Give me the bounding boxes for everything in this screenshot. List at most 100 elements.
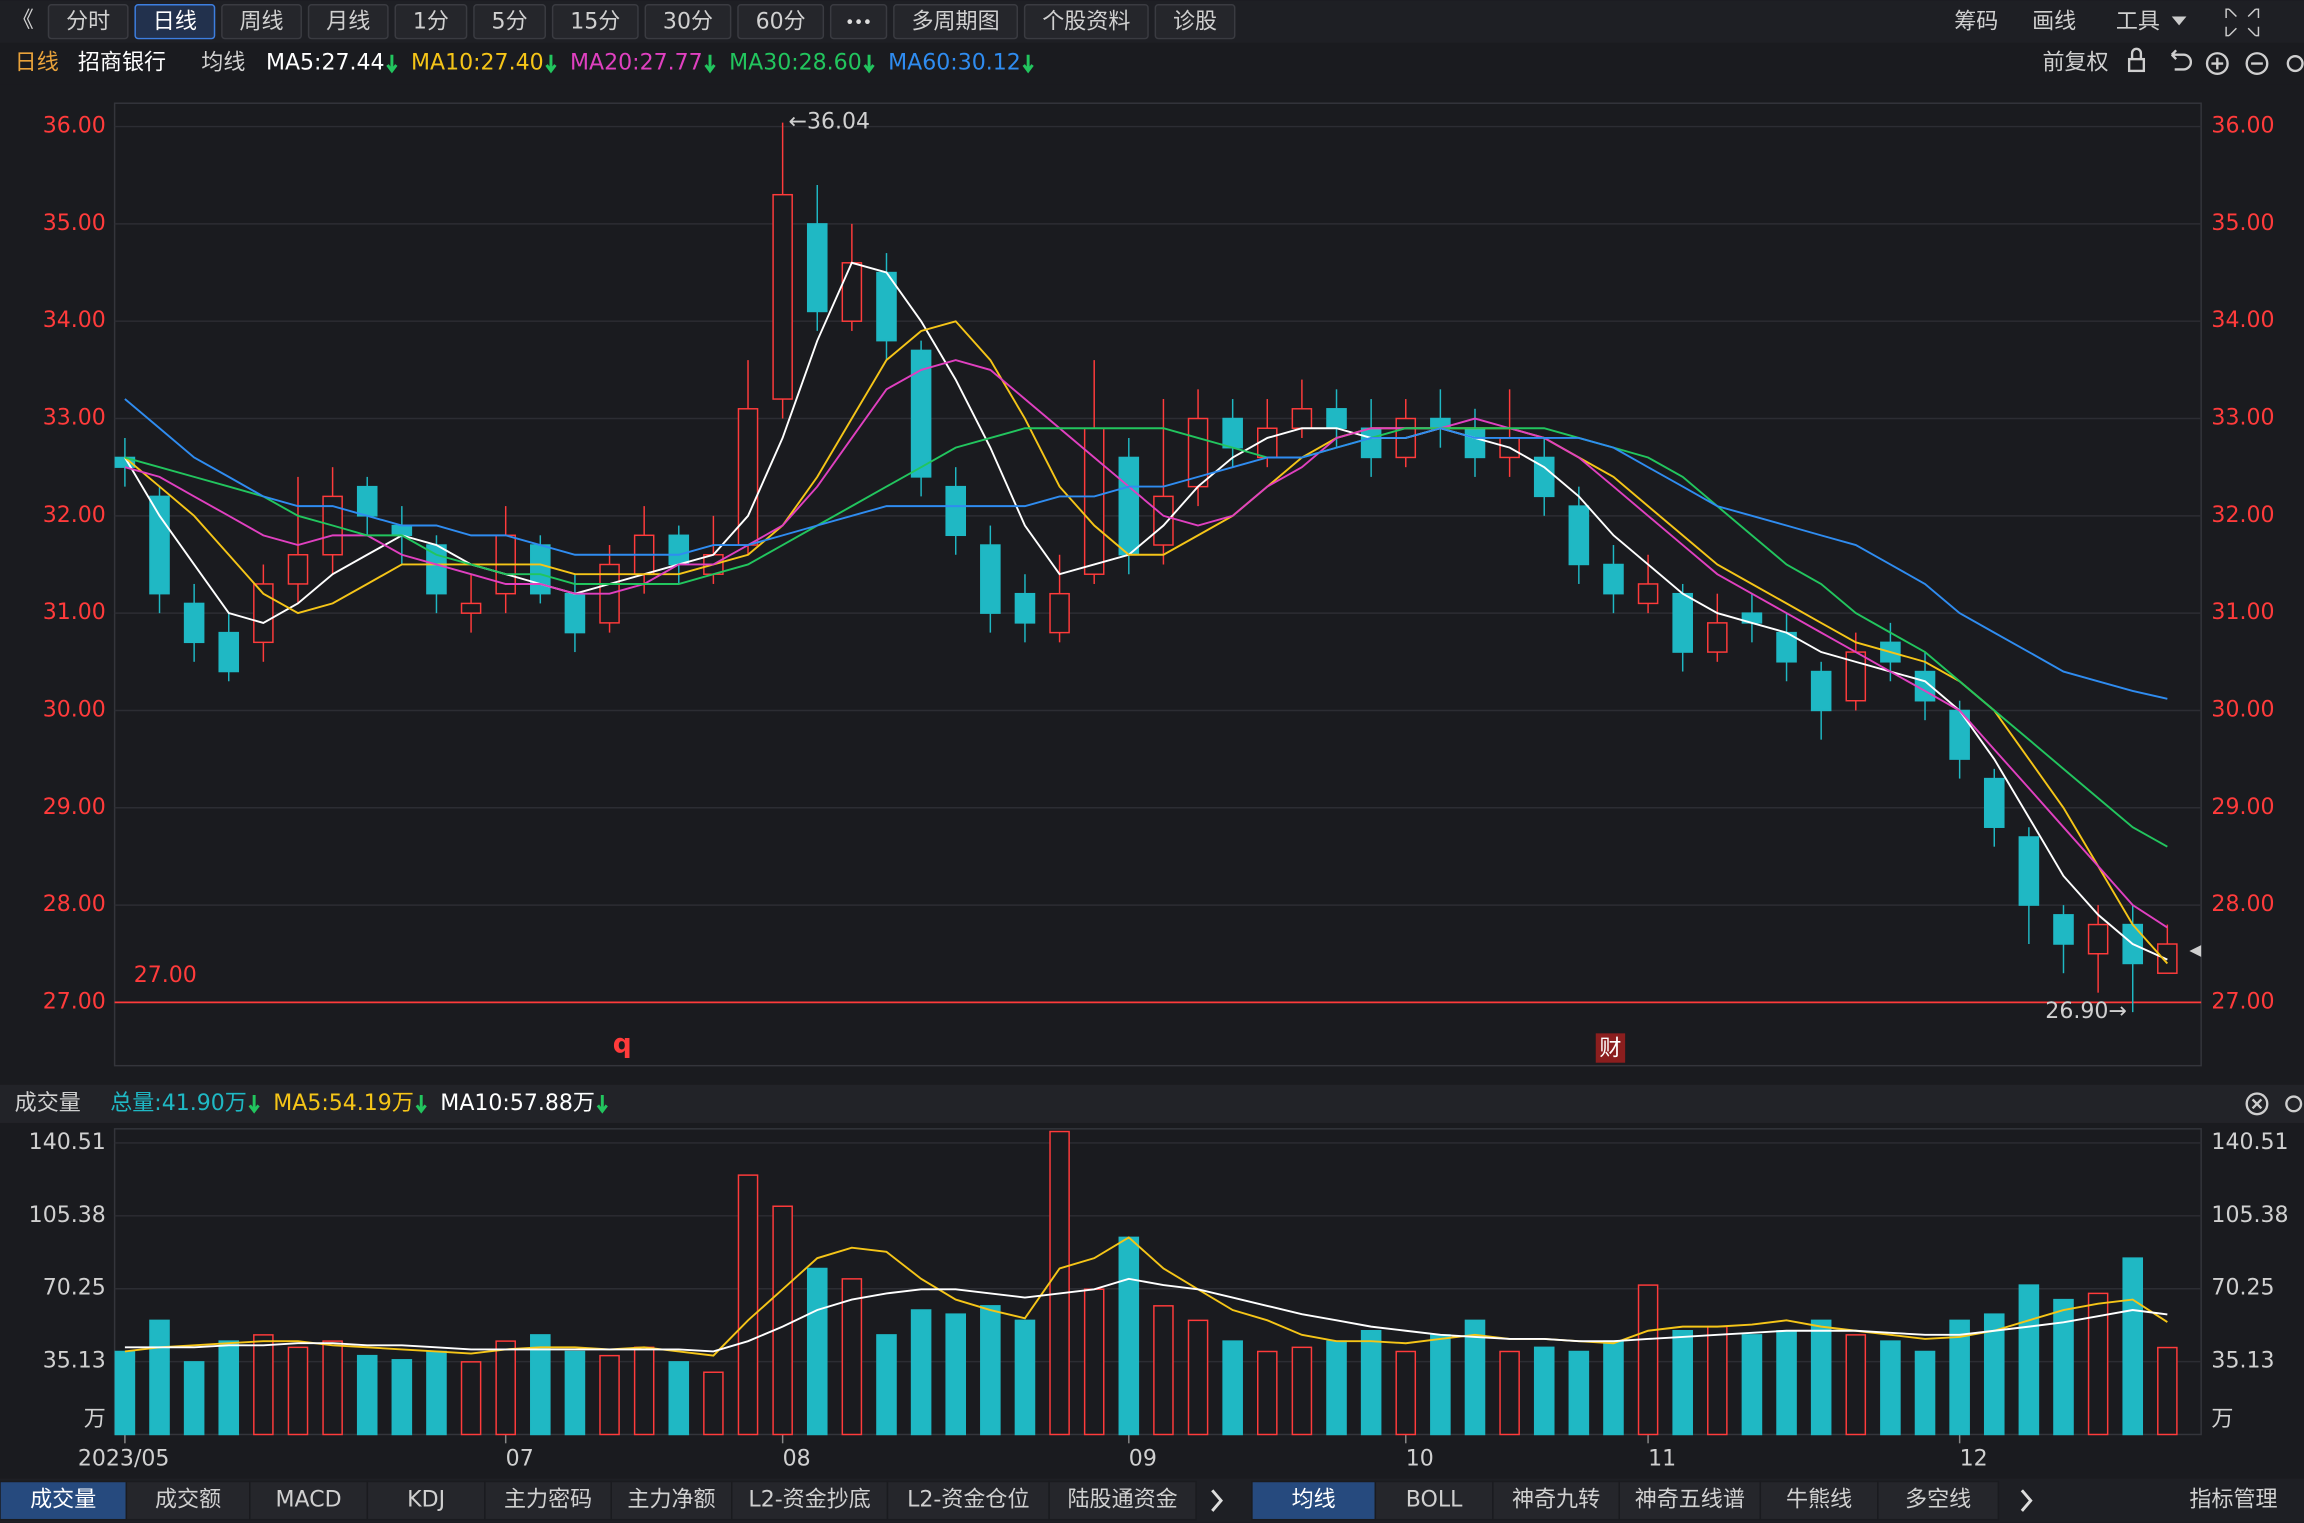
volume-bar [1430,1334,1451,1436]
toolbar-button[interactable] [473,4,546,40]
volume-bar [1880,1340,1901,1436]
candle-body [1637,583,1659,605]
toolbar-button-label[interactable]: 月线 [326,9,370,34]
tab[interactable] [366,1480,486,1521]
tab-arrow[interactable] [1211,1489,1223,1512]
volume-bar [253,1334,274,1436]
tab[interactable] [0,1480,128,1521]
volume-bar [1360,1329,1382,1436]
tab[interactable] [1374,1480,1494,1521]
tab-label[interactable]: 陆股通资金 [1068,1488,1178,1513]
candle-body [564,592,586,634]
period-label: 日线 [15,51,59,76]
ref-line-label: 27.00 [134,963,197,988]
toolbar-right[interactable]: 筹码 [1954,9,1998,34]
tab[interactable] [1251,1480,1377,1521]
volume-bar [1256,1350,1278,1436]
toolbar-button-label[interactable]: 周线 [240,9,284,34]
toolbar-button[interactable] [47,4,129,40]
tab-label[interactable]: MACD [276,1488,342,1513]
toolbar-button-label[interactable]: 分时 [66,9,110,34]
tab-label[interactable]: 主力密码 [504,1488,592,1513]
y-tick-label: 31.00 [43,600,106,625]
tab-label[interactable]: 神奇五线谱 [1635,1488,1745,1513]
toolbar-button-label[interactable]: 1分 [413,9,449,34]
volume-bar [356,1354,378,1436]
toolbar-button[interactable] [551,4,639,40]
candle-body [1083,427,1105,575]
nav-back[interactable]: 《 [12,8,34,33]
tab[interactable] [610,1480,733,1521]
volume-bar [1810,1319,1832,1436]
toolbar-right[interactable]: 画线 [2032,9,2076,34]
toolbar-button-label[interactable]: 多周期图 [911,9,999,34]
tab[interactable] [886,1480,1050,1521]
volume-bar [2018,1284,2040,1436]
volume-bar [2087,1292,2109,1436]
tab-label[interactable]: 主力净额 [627,1488,715,1513]
ma-line [124,1277,2168,1353]
tab-label[interactable]: L2-资金抄底 [748,1488,870,1513]
marker-q[interactable]: q [613,1029,632,1060]
candle-body [1568,505,1590,566]
tab[interactable] [1048,1480,1197,1521]
y2-tick-label: 140.51 [2211,1130,2288,1155]
toolbar-button[interactable] [134,4,216,40]
toolbar-button[interactable] [1154,4,1236,40]
trend-arrow [863,54,875,74]
tab-manage[interactable]: 指标管理 [2189,1488,2277,1513]
volume-bar [1672,1329,1693,1436]
y-tick-label: 32.00 [43,503,106,528]
toolbar-button-label[interactable]: 日线 [153,9,197,34]
volume-bar [1291,1346,1313,1436]
toolbar-button-label[interactable]: 诊股 [1173,9,1217,34]
volume-bar [1222,1340,1243,1436]
tab[interactable] [1759,1480,1879,1521]
tab[interactable] [731,1480,889,1521]
toolbar-right[interactable]: 工具 [2116,9,2160,34]
toolbar-button-label[interactable]: 5分 [492,9,528,34]
toolbar-button-label[interactable]: 15分 [570,9,620,34]
tab-label[interactable]: KDJ [407,1488,445,1513]
candle-body [910,349,932,478]
volume-bar [1983,1313,2005,1436]
extreme-label: 26.90→ [2045,999,2127,1024]
toolbar-button-label[interactable]: 个股资料 [1042,9,1130,34]
tab-label[interactable]: 多空线 [1905,1488,1971,1513]
tab[interactable] [249,1480,369,1521]
toolbar-button[interactable] [394,4,468,40]
y2-tick-label: 31.00 [2211,600,2274,625]
marker-cai[interactable]: 财 [1599,1036,1621,1061]
toolbar-button-label[interactable]: 60分 [756,9,806,34]
y2-tick-label: 33.00 [2211,406,2274,431]
candle-body [1810,670,1832,712]
candle-body [287,554,309,585]
toolbar-button[interactable] [1023,4,1149,40]
tab-arrow[interactable] [2020,1489,2033,1512]
fullscreen-icon[interactable] [2225,8,2260,37]
trend-arrow [1022,54,1034,74]
tab[interactable] [1492,1480,1620,1521]
y2-tick-label: 36.00 [2211,114,2274,139]
volume-bar [322,1340,343,1436]
x-tick-label: 08 [783,1446,811,1471]
tab-label[interactable]: 成交量 [30,1488,96,1513]
tab[interactable] [1877,1480,2000,1521]
toolbar-button[interactable] [893,4,1018,40]
adjust-label[interactable]: 前复权 [2042,51,2108,76]
volume-bar [2053,1298,2074,1436]
tab-label[interactable]: L2-资金仓位 [907,1488,1029,1513]
tab-label[interactable]: 均线 [1292,1488,1336,1513]
tab-label[interactable]: BOLL [1406,1488,1463,1513]
toolbar-button[interactable] [307,4,389,40]
dot [847,19,853,25]
toolbar-button[interactable] [221,4,302,40]
toolbar-button-label[interactable]: 30分 [663,9,713,34]
tab-label[interactable]: 神奇九转 [1512,1488,1600,1513]
toolbar-button[interactable] [644,4,732,40]
ma-line [124,398,2168,700]
toolbar-button[interactable] [737,4,825,40]
tab-label[interactable]: 牛熊线 [1786,1488,1852,1513]
tab-label[interactable]: 成交额 [155,1488,221,1513]
